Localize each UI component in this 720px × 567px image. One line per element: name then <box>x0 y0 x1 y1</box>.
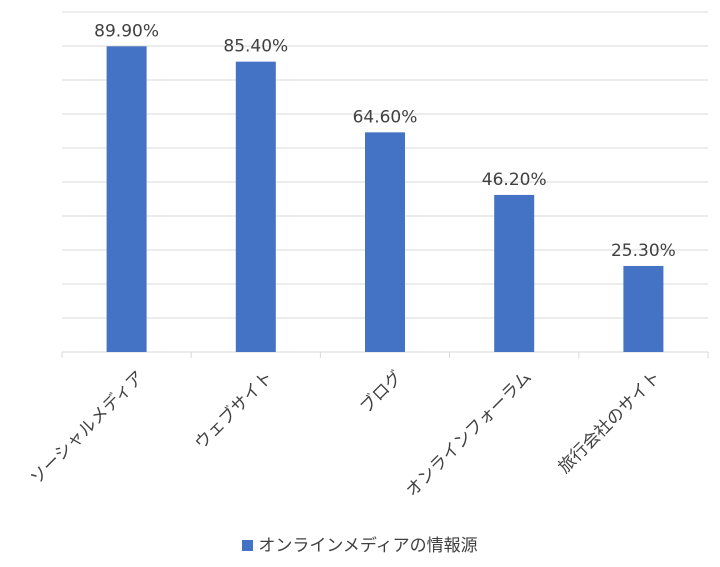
data-label: 46.20% <box>482 170 547 190</box>
bar-chart: 89.90% 85.40% 64.60% 46.20% 25.30% ソーシャルメディア… <box>26 11 709 501</box>
bar <box>365 132 405 352</box>
bar <box>235 61 276 352</box>
category-label: オンラインフォーラム <box>402 367 536 501</box>
bar <box>623 265 664 352</box>
bar <box>106 46 147 353</box>
legend-swatch <box>242 540 254 551</box>
bars <box>106 46 664 353</box>
category-label: ソーシャルメディア <box>26 367 148 489</box>
data-label: 64.60% <box>353 107 418 127</box>
category-label: 旅行会社のサイト <box>555 367 665 477</box>
data-label: 89.90% <box>94 21 159 41</box>
bar-labels: 89.90% 85.40% 64.60% 46.20% 25.30% <box>94 21 676 261</box>
legend-label: オンラインメディアの情報源 <box>258 536 478 556</box>
data-label: 25.30% <box>611 241 676 261</box>
category-label: ブログ <box>356 367 407 418</box>
legend: オンラインメディアの情報源 <box>0 531 720 556</box>
category-label: ウェブサイト <box>190 367 277 454</box>
bar <box>494 194 535 352</box>
data-label: 85.40% <box>223 37 288 57</box>
